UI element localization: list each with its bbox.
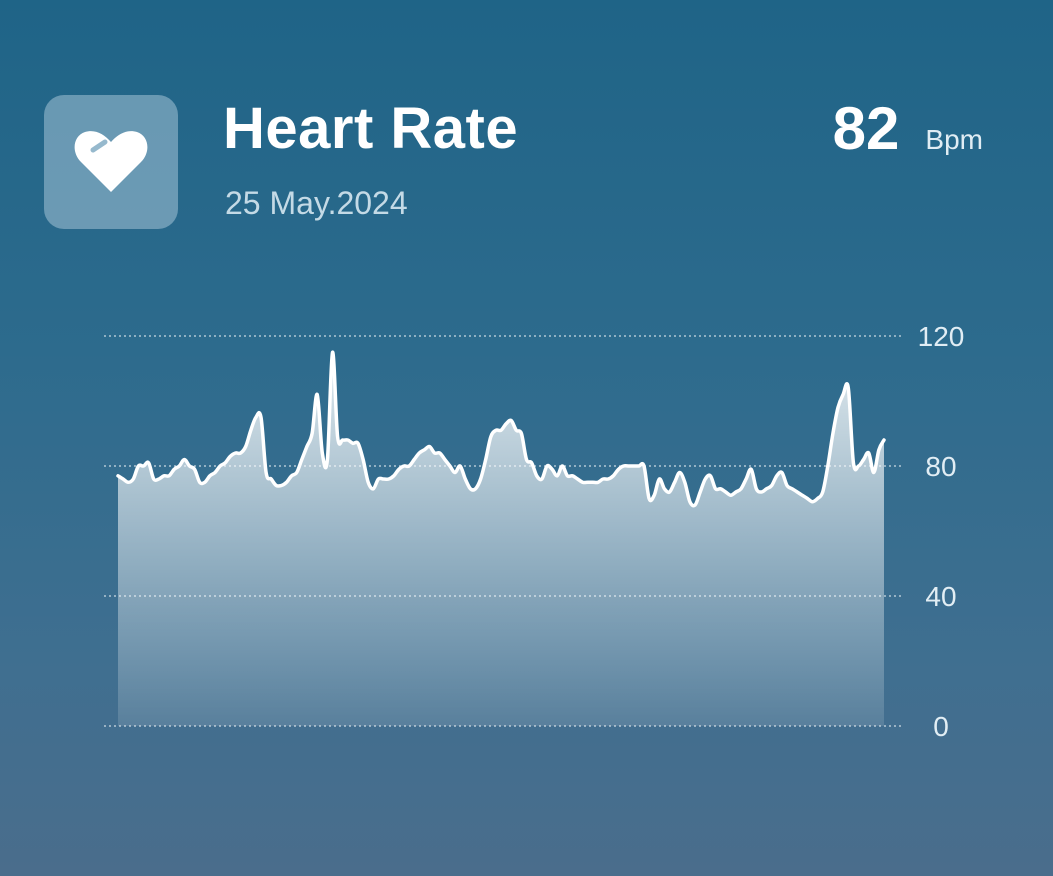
page-title: Heart Rate xyxy=(223,96,519,161)
date-label: 25 May.2024 xyxy=(225,185,408,221)
heart-rate-line xyxy=(116,350,886,508)
y-tick-label-40: 40 xyxy=(925,581,956,612)
heart-rate-app-icon[interactable] xyxy=(44,95,178,229)
heart-icon xyxy=(74,131,148,192)
current-bpm-value: 82 xyxy=(832,95,900,162)
y-tick-label-0: 0 xyxy=(933,711,949,742)
y-tick-label-80: 80 xyxy=(925,451,956,482)
bpm-unit-label: Bpm xyxy=(925,124,983,155)
y-tick-label-120: 120 xyxy=(918,321,965,352)
current-reading: 82 Bpm xyxy=(833,96,983,162)
heart-rate-area xyxy=(118,352,884,726)
y-axis-tick-labels: 0 40 80 120 xyxy=(918,321,965,742)
